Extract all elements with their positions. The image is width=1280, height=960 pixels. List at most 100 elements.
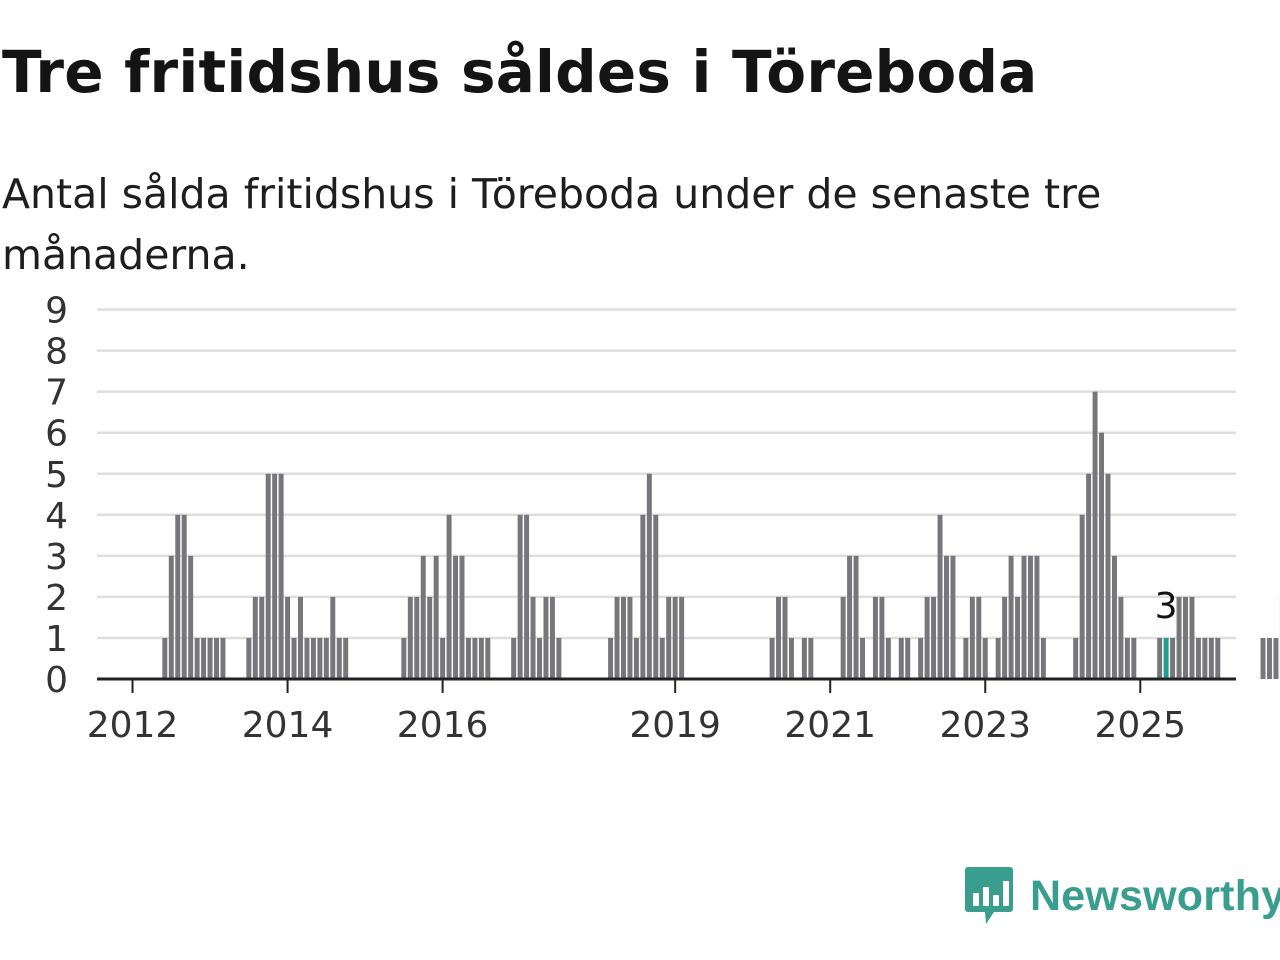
bar xyxy=(614,596,620,679)
bar xyxy=(963,637,969,679)
bar xyxy=(162,637,168,679)
bar xyxy=(1195,637,1201,679)
bar xyxy=(330,596,336,679)
y-tick-label: 7 xyxy=(45,373,68,414)
bar xyxy=(310,637,316,679)
bar xyxy=(485,637,491,679)
bar xyxy=(924,596,930,679)
x-tick-label: 2016 xyxy=(397,705,489,746)
bar xyxy=(414,596,420,679)
bar xyxy=(1124,637,1130,679)
bar xyxy=(459,555,465,679)
bar xyxy=(285,596,291,679)
bar xyxy=(1027,555,1033,679)
data-labels: 3 xyxy=(1155,586,1178,627)
bar-highlight xyxy=(1163,637,1169,679)
bar xyxy=(872,596,878,679)
bar xyxy=(168,555,174,679)
bar xyxy=(440,637,446,679)
bar xyxy=(931,596,937,679)
bar xyxy=(194,637,200,679)
bar xyxy=(401,637,407,679)
bar xyxy=(1099,432,1105,679)
bar xyxy=(524,514,530,679)
bar xyxy=(672,596,678,679)
bar xyxy=(1105,473,1111,679)
bar xyxy=(840,596,846,679)
bar xyxy=(1273,637,1279,679)
bar xyxy=(1202,637,1208,679)
bar xyxy=(860,637,865,679)
bar xyxy=(446,514,452,679)
bar xyxy=(950,555,956,679)
bar xyxy=(252,596,258,679)
y-tick-label: 5 xyxy=(45,455,68,496)
x-tick-label: 2025 xyxy=(1094,705,1186,746)
y-tick-label: 2 xyxy=(45,578,68,619)
bar xyxy=(1157,637,1163,679)
bar xyxy=(995,637,1001,679)
bar xyxy=(969,596,975,679)
bar xyxy=(898,637,904,679)
bar xyxy=(407,596,413,679)
bar xyxy=(1189,596,1195,679)
bar xyxy=(1176,596,1182,679)
bar xyxy=(782,596,788,679)
y-tick-label: 4 xyxy=(45,496,68,537)
bar xyxy=(853,555,859,679)
x-tick-label: 2019 xyxy=(629,705,721,746)
bar xyxy=(1170,637,1176,679)
bar xyxy=(918,637,924,679)
bar xyxy=(201,637,207,679)
bar xyxy=(259,596,265,679)
bar xyxy=(1021,555,1027,679)
x-tick-label: 2012 xyxy=(87,705,179,746)
bar xyxy=(982,637,988,679)
bar xyxy=(1015,596,1021,679)
bar xyxy=(640,514,646,679)
bar xyxy=(543,596,549,679)
bar xyxy=(433,555,439,679)
y-tick-label: 1 xyxy=(45,619,68,660)
x-tick-label: 2023 xyxy=(939,705,1031,746)
bar xyxy=(879,596,885,679)
bar xyxy=(847,555,853,679)
bar xyxy=(304,637,310,679)
bar xyxy=(323,637,329,679)
bar xyxy=(265,473,271,679)
bar xyxy=(420,555,426,679)
bar xyxy=(1215,637,1221,679)
bar xyxy=(659,637,665,679)
bar xyxy=(220,637,226,679)
bar xyxy=(298,596,303,679)
bar xyxy=(1267,637,1272,679)
bar xyxy=(621,596,626,679)
bar xyxy=(801,637,807,679)
bar xyxy=(343,637,349,679)
bar xyxy=(517,514,523,679)
bar xyxy=(976,596,982,679)
bar xyxy=(1079,514,1085,679)
bar xyxy=(633,637,639,679)
bar xyxy=(944,555,949,679)
bar xyxy=(1086,473,1092,679)
bar xyxy=(188,555,194,679)
bar xyxy=(1118,596,1124,679)
bar xyxy=(1002,596,1008,679)
bar xyxy=(465,637,471,679)
bar xyxy=(291,637,297,679)
x-tick-label: 2021 xyxy=(784,705,876,746)
bar xyxy=(549,596,555,679)
bar xyxy=(608,637,614,679)
bar xyxy=(1260,637,1266,679)
bar xyxy=(808,637,814,679)
y-tick-label: 0 xyxy=(45,660,68,701)
y-tick-label: 6 xyxy=(45,414,68,455)
bar xyxy=(1034,555,1040,679)
bar xyxy=(511,637,517,679)
bar xyxy=(776,596,782,679)
bar xyxy=(175,514,181,679)
bar xyxy=(885,637,891,679)
bar xyxy=(453,555,459,679)
